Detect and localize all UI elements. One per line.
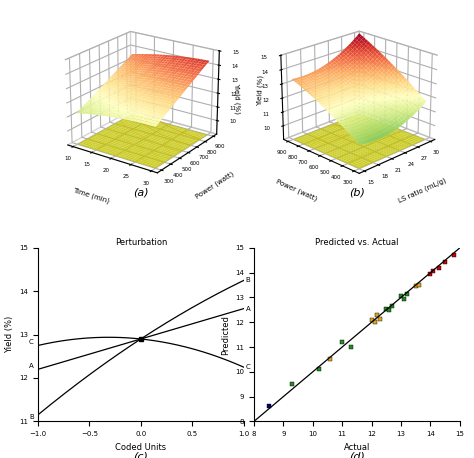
Text: (a): (a) [133, 188, 149, 198]
Y-axis label: Yield (%): Yield (%) [5, 316, 14, 353]
X-axis label: Time (min): Time (min) [73, 186, 111, 204]
Title: Perturbation: Perturbation [115, 238, 167, 247]
Text: B: B [29, 414, 34, 420]
Title: Predicted vs. Actual: Predicted vs. Actual [315, 238, 399, 247]
Y-axis label: Predicted: Predicted [221, 315, 230, 354]
Y-axis label: Power (watt): Power (watt) [195, 170, 236, 200]
X-axis label: LS ratio (mL/g): LS ratio (mL/g) [397, 177, 447, 204]
X-axis label: Actual: Actual [344, 442, 370, 452]
Text: A: A [29, 363, 34, 369]
Y-axis label: Power (watt): Power (watt) [275, 179, 318, 202]
Text: C: C [29, 339, 34, 345]
Text: (d): (d) [349, 452, 365, 458]
Text: C: C [246, 364, 251, 370]
Text: (c): (c) [133, 452, 148, 458]
Text: A: A [246, 305, 251, 311]
Text: (b): (b) [349, 188, 365, 198]
Text: B: B [246, 278, 251, 284]
X-axis label: Coded Units: Coded Units [115, 442, 166, 452]
